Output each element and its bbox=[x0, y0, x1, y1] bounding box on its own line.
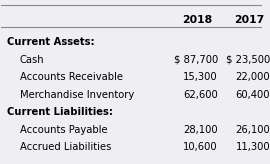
Text: 26,100: 26,100 bbox=[235, 125, 270, 135]
Text: 2017: 2017 bbox=[234, 14, 264, 24]
Text: Merchandise Inventory: Merchandise Inventory bbox=[20, 90, 134, 100]
Text: 22,000: 22,000 bbox=[235, 72, 270, 82]
Text: 28,100: 28,100 bbox=[183, 125, 218, 135]
Text: $ 23,500: $ 23,500 bbox=[226, 55, 270, 65]
Text: Accounts Payable: Accounts Payable bbox=[20, 125, 107, 135]
Text: Accrued Liabilities: Accrued Liabilities bbox=[20, 143, 111, 152]
Text: Current Liabilities:: Current Liabilities: bbox=[6, 107, 113, 117]
Text: 60,400: 60,400 bbox=[236, 90, 270, 100]
Text: 11,300: 11,300 bbox=[235, 143, 270, 152]
Text: Cash: Cash bbox=[20, 55, 44, 65]
Text: 15,300: 15,300 bbox=[183, 72, 218, 82]
Text: 2018: 2018 bbox=[182, 14, 212, 24]
Text: $ 87,700: $ 87,700 bbox=[174, 55, 218, 65]
Text: 10,600: 10,600 bbox=[183, 143, 218, 152]
Text: Accounts Receivable: Accounts Receivable bbox=[20, 72, 123, 82]
Text: Current Assets:: Current Assets: bbox=[6, 37, 94, 47]
Text: 62,600: 62,600 bbox=[183, 90, 218, 100]
